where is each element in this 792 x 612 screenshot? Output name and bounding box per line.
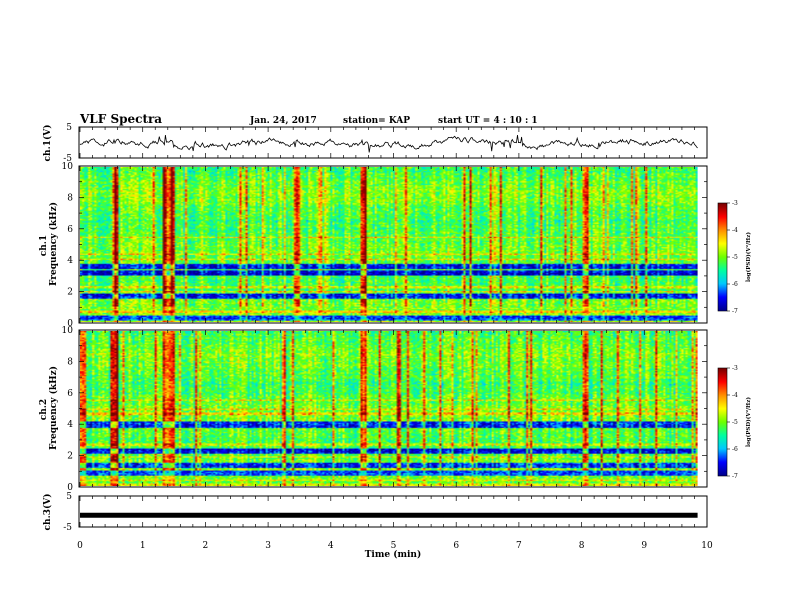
ch2-frequency-ticklabels: 0 2 4 6 8 10: [62, 326, 74, 493]
ch1-channel-label: ch.1: [39, 235, 49, 256]
colorbar-tick-label: -5: [732, 254, 738, 261]
ch2-frequency-label: Frequency (kHz): [48, 366, 59, 450]
frequency-tick-label: 0: [67, 483, 73, 493]
frequency-tick-label: 2: [67, 288, 73, 298]
ch1-colorbar-gradient: [718, 203, 727, 311]
figure-title: VLF Spectra: [79, 112, 162, 126]
ch2-colorbar-gradient: [718, 368, 727, 476]
ch2-colorbar-label: log(PSD)(V²/Hz): [745, 397, 752, 447]
start-time-label: start UT = 4 : 10 : 1: [438, 116, 538, 126]
ch1-ytick-top: 5: [66, 123, 72, 133]
ch3-frame: [78, 495, 708, 528]
ch1-spectrogram-panel: 0 2 4 6 8 10 ch.1 Frequency (kHz): [39, 162, 708, 329]
ch2-spectrogram-ylabel: ch.2 Frequency (kHz): [39, 366, 59, 450]
frequency-tick-label: 6: [67, 225, 73, 235]
ch2-colorbar-ticks: -3 -4 -5 -6 -7: [727, 365, 738, 480]
colorbar-tick-label: -3: [732, 200, 738, 207]
ch1-ytick-bottom: -5: [63, 154, 72, 164]
ch2-channel-label: ch.2: [39, 399, 49, 420]
ch2-colorbar: -3 -4 -5 -6 -7 log(PSD)(V²/Hz): [717, 365, 752, 480]
time-tick-label: 3: [265, 541, 271, 551]
time-tick-label: 8: [579, 541, 585, 551]
ch3-ylabel: ch.3(V): [42, 494, 53, 531]
ch3-ytick-bottom: -5: [63, 523, 72, 533]
ch1-ticks: [79, 127, 708, 158]
ch2-spectrogram-ticks: [79, 329, 708, 488]
colorbar-tick-label: -7: [732, 473, 738, 480]
frequency-tick-label: 2: [67, 452, 73, 462]
colorbar-tick-label: -4: [732, 392, 738, 399]
time-tick-label: 1: [140, 541, 146, 551]
time-tick-label: 2: [203, 541, 209, 551]
time-tick-label: 6: [453, 541, 459, 551]
time-tick-label: 9: [641, 541, 647, 551]
ch3-waveform-panel: 5 -5 ch.3(V): [42, 492, 708, 533]
time-tick-label: 7: [516, 541, 522, 551]
colorbar-tick-label: -6: [732, 281, 738, 288]
frequency-tick-label: 4: [67, 420, 73, 430]
frequency-tick-label: 10: [62, 162, 74, 172]
ch1-colorbar: -3 -4 -5 -6 -7 log(PSD)(V²/Hz): [717, 200, 752, 315]
ch1-spectrogram-ylabel: ch.1 Frequency (kHz): [39, 202, 59, 286]
ch2-spectrogram-image: [80, 331, 698, 486]
ch1-frequency-ticklabels: 0 2 4 6 8 10: [62, 162, 74, 329]
colorbar-tick-label: -4: [732, 227, 738, 234]
time-tick-label: 4: [328, 541, 334, 551]
ch3-ytick-top: 5: [66, 492, 72, 502]
ch1-spectrogram-image: [80, 167, 698, 322]
ch1-ylabel: ch.1(V): [42, 125, 53, 162]
ch2-spectrogram-panel: 0 2 4 6 8 10 ch.2 Frequency (kHz): [39, 326, 708, 493]
ch1-colorbar-label: log(PSD)(V²/Hz): [745, 232, 752, 282]
ch1-spectrogram-ticks: [79, 165, 708, 324]
ch1-colorbar-ticks: -3 -4 -5 -6 -7: [727, 200, 738, 315]
ch1-waveform-line: [79, 135, 698, 153]
ch3-ticks: [79, 496, 708, 527]
time-tick-label: 0: [77, 541, 83, 551]
colorbar-tick-label: -5: [732, 419, 738, 426]
colorbar-tick-label: -7: [732, 308, 738, 315]
time-axis-ticklabels: 0 1 2 3 4 5 6 7 8 9 10: [77, 541, 713, 551]
frequency-tick-label: 6: [67, 389, 73, 399]
frequency-tick-label: 10: [62, 326, 74, 336]
colorbar-tick-label: -6: [732, 446, 738, 453]
frequency-tick-label: 8: [67, 357, 73, 367]
time-tick-label: 10: [701, 541, 713, 551]
ch1-frequency-label: Frequency (kHz): [48, 202, 59, 286]
time-tick-label: 5: [391, 541, 397, 551]
date-label: Jan. 24, 2017: [249, 116, 317, 126]
colorbar-tick-label: -3: [732, 365, 738, 372]
ch1-waveform-panel: 5 -5 ch.1(V): [42, 123, 708, 164]
frequency-tick-label: 8: [67, 193, 73, 203]
time-axis-label: Time (min): [365, 549, 422, 560]
frequency-tick-label: 0: [67, 319, 73, 329]
frequency-tick-label: 4: [67, 256, 73, 266]
station-label: station= KAP: [343, 116, 410, 126]
